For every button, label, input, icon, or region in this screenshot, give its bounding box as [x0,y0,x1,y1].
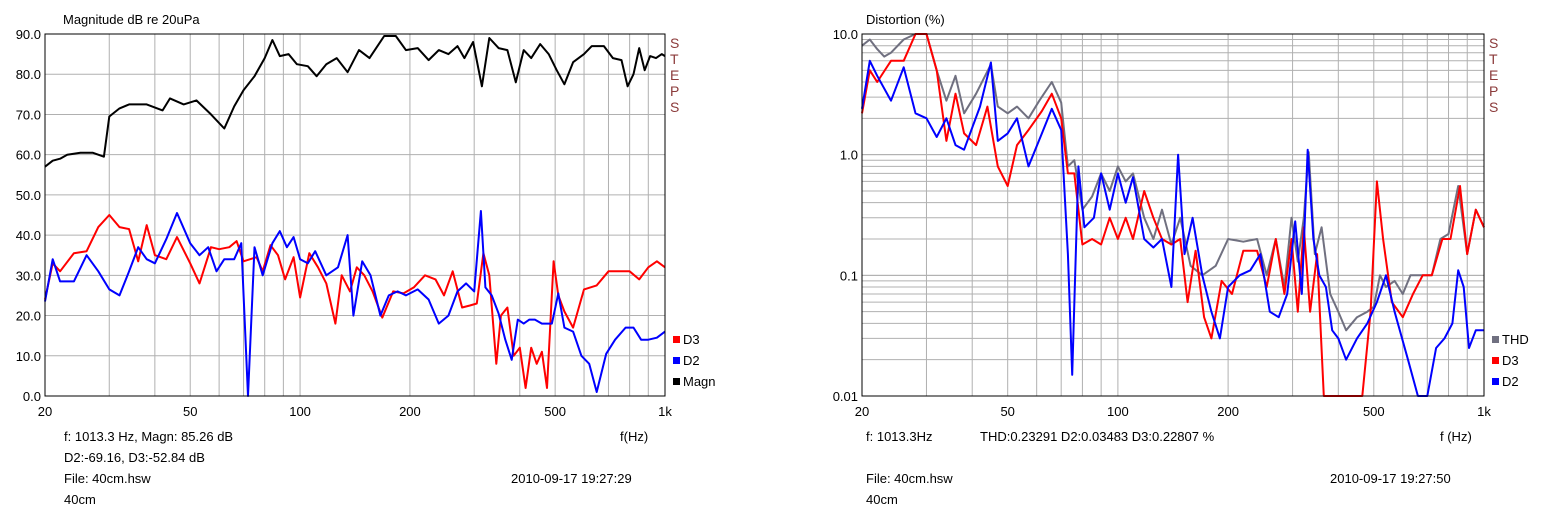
legend-label-magn: Magn [683,374,716,389]
series-line-d2 [861,59,1484,397]
magnitude-title: Magnitude dB re 20uPa [63,12,200,27]
magnitude-grid [44,33,666,397]
x-tick-label: 1k [1477,404,1491,419]
x-tick-label: 100 [1107,404,1129,419]
steps-letter: S [670,35,679,51]
x-tick-label: 20 [855,404,869,419]
distortion-title: Distortion (%) [866,12,945,27]
magnitude-legend: D3 D2 Magn [673,332,716,389]
magnitude-panel: Magnitude dB re 20uPa 0.0 10.0 20.0 30.0 40.… [16,12,716,507]
steps-letter: S [1489,35,1498,51]
distortion-readout-freq: f: 1013.3Hz [866,429,933,444]
legend-swatch-d2 [1492,378,1499,385]
y-tick-label: 40.0 [16,228,41,243]
legend-label-d2: D2 [1502,374,1519,389]
series-line-thd [861,33,1485,332]
magnitude-timestamp: 2010-09-17 19:27:29 [511,471,632,486]
series-line-d3 [44,214,666,389]
distortion-plot-frame [861,33,1485,397]
y-tick-label: 0.01 [833,389,858,404]
legend-label-d3: D3 [1502,353,1519,368]
steps-letter: T [1489,51,1498,67]
magnitude-plot-frame [44,33,666,397]
y-tick-label: 0.1 [840,268,858,283]
y-tick-label: 60.0 [16,148,41,163]
distortion-x-axis-label: f (Hz) [1440,429,1472,444]
y-tick-label: 0.0 [23,389,41,404]
distortion-timestamp: 2010-09-17 19:27:50 [1330,471,1451,486]
x-tick-label: 100 [289,404,311,419]
y-tick-label: 70.0 [16,107,41,122]
x-tick-label: 200 [399,404,421,419]
magnitude-note: 40cm [64,492,96,507]
magnitude-series [44,35,666,397]
steps-letter: E [1489,67,1498,83]
series-line-d2 [44,210,666,397]
distortion-panel: Distortion (%) 0.01 0.1 1.0 10.0 20 50 100 200… [833,12,1529,507]
distortion-grid [861,33,1485,397]
steps-letter: P [670,83,679,99]
distortion-readout-values: THD:0.23291 D2:0.03483 D3:0.22807 % [980,429,1215,444]
legend-label-thd: THD [1502,332,1529,347]
steps-letter: E [670,67,679,83]
y-tick-label: 1.0 [840,148,858,163]
legend-swatch-d3 [1492,357,1499,364]
steps-letter: P [1489,83,1498,99]
distortion-y-ticks: 0.01 0.1 1.0 10.0 [833,27,858,404]
magnitude-readout-line1: f: 1013.3 Hz, Magn: 85.26 dB [64,429,233,444]
y-tick-label: 10.0 [833,27,858,42]
magnitude-x-axis-label: f(Hz) [620,429,648,444]
legend-label-d3: D3 [683,332,700,347]
magnitude-y-ticks: 0.0 10.0 20.0 30.0 40.0 50.0 60.0 70.0 80.0 90.0 [16,27,41,404]
legend-swatch-magn [673,378,680,385]
y-tick-label: 80.0 [16,67,41,82]
x-tick-label: 50 [183,404,197,419]
series-line-d3 [861,33,1485,397]
magnitude-file-label: File: 40cm.hsw [64,471,151,486]
steps-letter: S [670,99,679,115]
distortion-series [861,33,1485,397]
y-tick-label: 50.0 [16,188,41,203]
magnitude-readout-line2: D2:-69.16, D3:-52.84 dB [64,450,205,465]
legend-swatch-thd [1492,336,1499,343]
y-tick-label: 30.0 [16,268,41,283]
series-line-magn [44,35,666,168]
steps-letter: S [1489,99,1498,115]
y-tick-label: 10.0 [16,349,41,364]
distortion-file-label: File: 40cm.hsw [866,471,953,486]
legend-swatch-d2 [673,357,680,364]
legend-label-d2: D2 [683,353,700,368]
distortion-legend: THD D3 D2 [1492,332,1529,389]
distortion-x-ticks: 20 50 100 200 500 1k [855,404,1492,419]
y-tick-label: 90.0 [16,27,41,42]
x-tick-label: 1k [658,404,672,419]
y-tick-label: 20.0 [16,309,41,324]
distortion-note: 40cm [866,492,898,507]
magnitude-x-ticks: 20 50 100 200 500 1k [38,404,673,419]
steps-letter: T [670,51,679,67]
legend-swatch-d3 [673,336,680,343]
x-tick-label: 20 [38,404,52,419]
x-tick-label: 200 [1217,404,1239,419]
x-tick-label: 500 [544,404,566,419]
x-tick-label: 500 [1363,404,1385,419]
x-tick-label: 50 [1000,404,1014,419]
